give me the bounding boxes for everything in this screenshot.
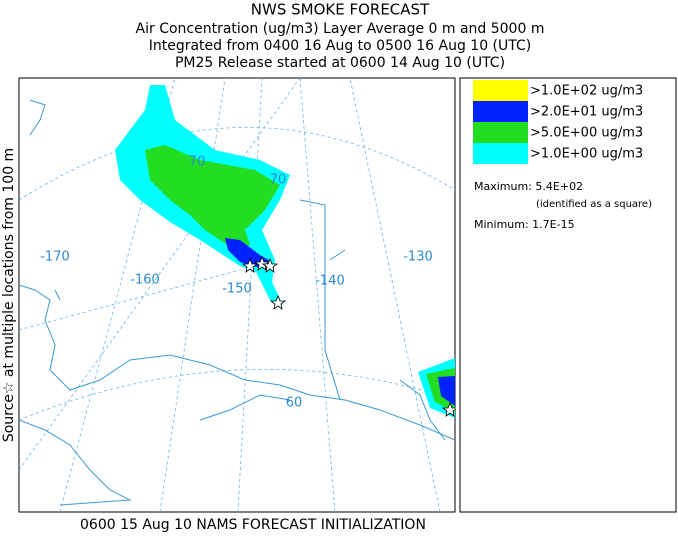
legend-swatch bbox=[473, 143, 528, 164]
legend-label: >5.0E+00 ug/m3 bbox=[530, 126, 643, 141]
minimum: Minimum: 1.7E-15 bbox=[474, 218, 575, 231]
map-labels: -170 -160 -150 -140 -130 70 70 60 bbox=[40, 155, 433, 411]
graticule-label: -150 bbox=[222, 282, 252, 297]
legend-label: >1.0E+02 ug/m3 bbox=[530, 84, 643, 99]
legend-label: >2.0E+01 ug/m3 bbox=[530, 105, 643, 120]
side-label: Source☆ at multiple locations from 100 m bbox=[1, 148, 17, 442]
graticule-label: 60 bbox=[286, 396, 303, 411]
graticule-label: -130 bbox=[403, 250, 433, 265]
graticule bbox=[19, 78, 455, 512]
graticule-label: -140 bbox=[315, 274, 345, 289]
graticule-label: 70 bbox=[270, 173, 287, 188]
title: NWS SMOKE FORECAST bbox=[251, 1, 430, 19]
legend-swatch bbox=[473, 80, 528, 101]
legend-swatch bbox=[473, 101, 528, 122]
graticule-label: -160 bbox=[130, 273, 160, 288]
maximum: Maximum: 5.4E+02 bbox=[474, 180, 583, 193]
source-stars bbox=[241, 255, 455, 417]
graticule-label: 70 bbox=[189, 155, 206, 170]
footer: 0600 15 Aug 10 NAMS FORECAST INITIALIZAT… bbox=[80, 517, 426, 533]
map-frame bbox=[18, 77, 456, 513]
subtitle: Integrated from 0400 16 Aug to 0500 16 A… bbox=[149, 38, 532, 54]
maximum-note: (identified as a square) bbox=[536, 199, 652, 210]
subtitle: PM25 Release started at 0600 14 Aug 10 (… bbox=[175, 55, 505, 71]
legend: >1.0E+02 ug/m3 >2.0E+01 ug/m3 >5.0E+00 ug/… bbox=[473, 80, 643, 164]
map bbox=[18, 77, 456, 513]
coastline bbox=[19, 99, 455, 506]
graticule-label: -170 bbox=[40, 250, 70, 265]
legend-swatch bbox=[473, 122, 528, 143]
plume bbox=[145, 145, 280, 250]
plume bbox=[438, 376, 455, 406]
legend-label: >1.0E+00 ug/m3 bbox=[530, 147, 643, 162]
subtitle: Air Concentration (ug/m3) Layer Average … bbox=[136, 21, 545, 37]
